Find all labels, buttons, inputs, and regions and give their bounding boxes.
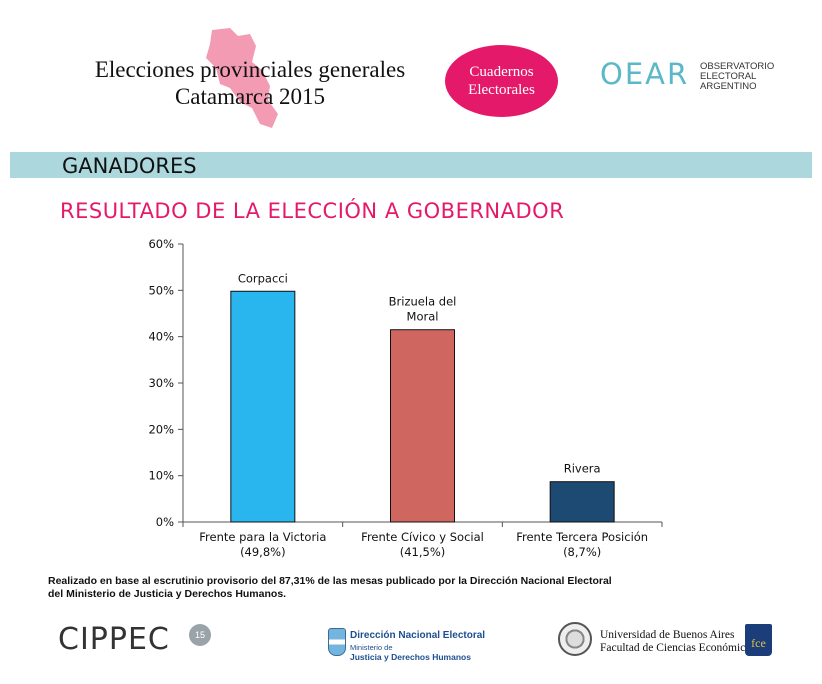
fce-logo: fce	[745, 624, 772, 656]
x-category-label: Frente Cívico y Social	[361, 530, 484, 544]
dne-ministry-label: Ministerio de	[350, 643, 393, 652]
dne-ministry-name: Justicia y Derechos Humanos	[350, 652, 471, 662]
section-title: GANADORES	[62, 154, 197, 178]
bar-data-label: Brizuela del	[389, 295, 457, 309]
uba-faculty: Facultad de Ciencias Económicas	[600, 642, 755, 654]
cuadernos-electorales-badge: Cuadernos Electorales	[445, 45, 558, 117]
bar	[230, 290, 296, 523]
footnote: Realizado en base al escrutinio provisor…	[48, 575, 748, 601]
bar	[549, 481, 615, 523]
bar-data-label: Corpacci	[238, 271, 288, 285]
title-line-1: Elecciones provinciales generales	[94, 57, 406, 82]
y-tick-label: 50%	[148, 283, 174, 297]
section-bar	[10, 152, 812, 178]
chart-title: RESULTADO DE LA ELECCIÓN A GOBERNADOR	[60, 199, 565, 223]
bar-data-label: Moral	[407, 310, 439, 324]
uba-name: Universidad de Buenos Aires	[600, 629, 735, 641]
badge-line-2: Electorales	[468, 82, 535, 98]
bar-data-label: Rivera	[564, 462, 601, 476]
x-category-label: Frente Tercera Posición	[516, 530, 648, 544]
x-category-value: (41,5%)	[400, 545, 446, 559]
oear-mark: OEAR	[600, 57, 690, 91]
y-tick-label: 40%	[148, 330, 174, 344]
dne-title: Dirección Nacional Electoral	[350, 630, 486, 641]
oear-line-3: ARGENTINO	[700, 81, 757, 92]
argentina-shield-icon	[328, 628, 346, 656]
title-line-2: Catamarca 2015	[174, 84, 326, 109]
x-category-value: (49,8%)	[240, 545, 286, 559]
y-tick-label: 0%	[156, 515, 174, 529]
oear-wordmark: OBSERVATORIO ELECTORAL ARGENTINO	[700, 62, 774, 92]
badge-line-1: Cuadernos	[469, 64, 534, 80]
bar	[390, 329, 455, 523]
x-category-value: (8,7%)	[563, 545, 601, 559]
oear-line-2: ELECTORAL	[700, 71, 757, 82]
y-tick-label: 10%	[148, 469, 174, 483]
footnote-line-2: del Ministerio de Justicia y Derechos Hu…	[48, 588, 287, 600]
cippec-logo: CIPPEC	[58, 622, 170, 657]
cippec-anniversary-badge: 15	[189, 624, 211, 646]
y-tick-label: 30%	[148, 376, 174, 390]
y-tick-label: 60%	[148, 237, 174, 251]
uba-seal-icon	[558, 622, 592, 656]
oear-line-1: OBSERVATORIO	[700, 61, 775, 72]
x-category-label: Frente para la Victoria	[199, 530, 326, 544]
footnote-line-1: Realizado en base al escrutinio provisor…	[48, 575, 612, 587]
page-title: Elecciones provinciales generales Catama…	[60, 56, 440, 110]
oear-logo: OEAR	[600, 58, 689, 90]
catamarca-map-icon	[206, 28, 278, 128]
y-tick-label: 20%	[148, 422, 174, 436]
